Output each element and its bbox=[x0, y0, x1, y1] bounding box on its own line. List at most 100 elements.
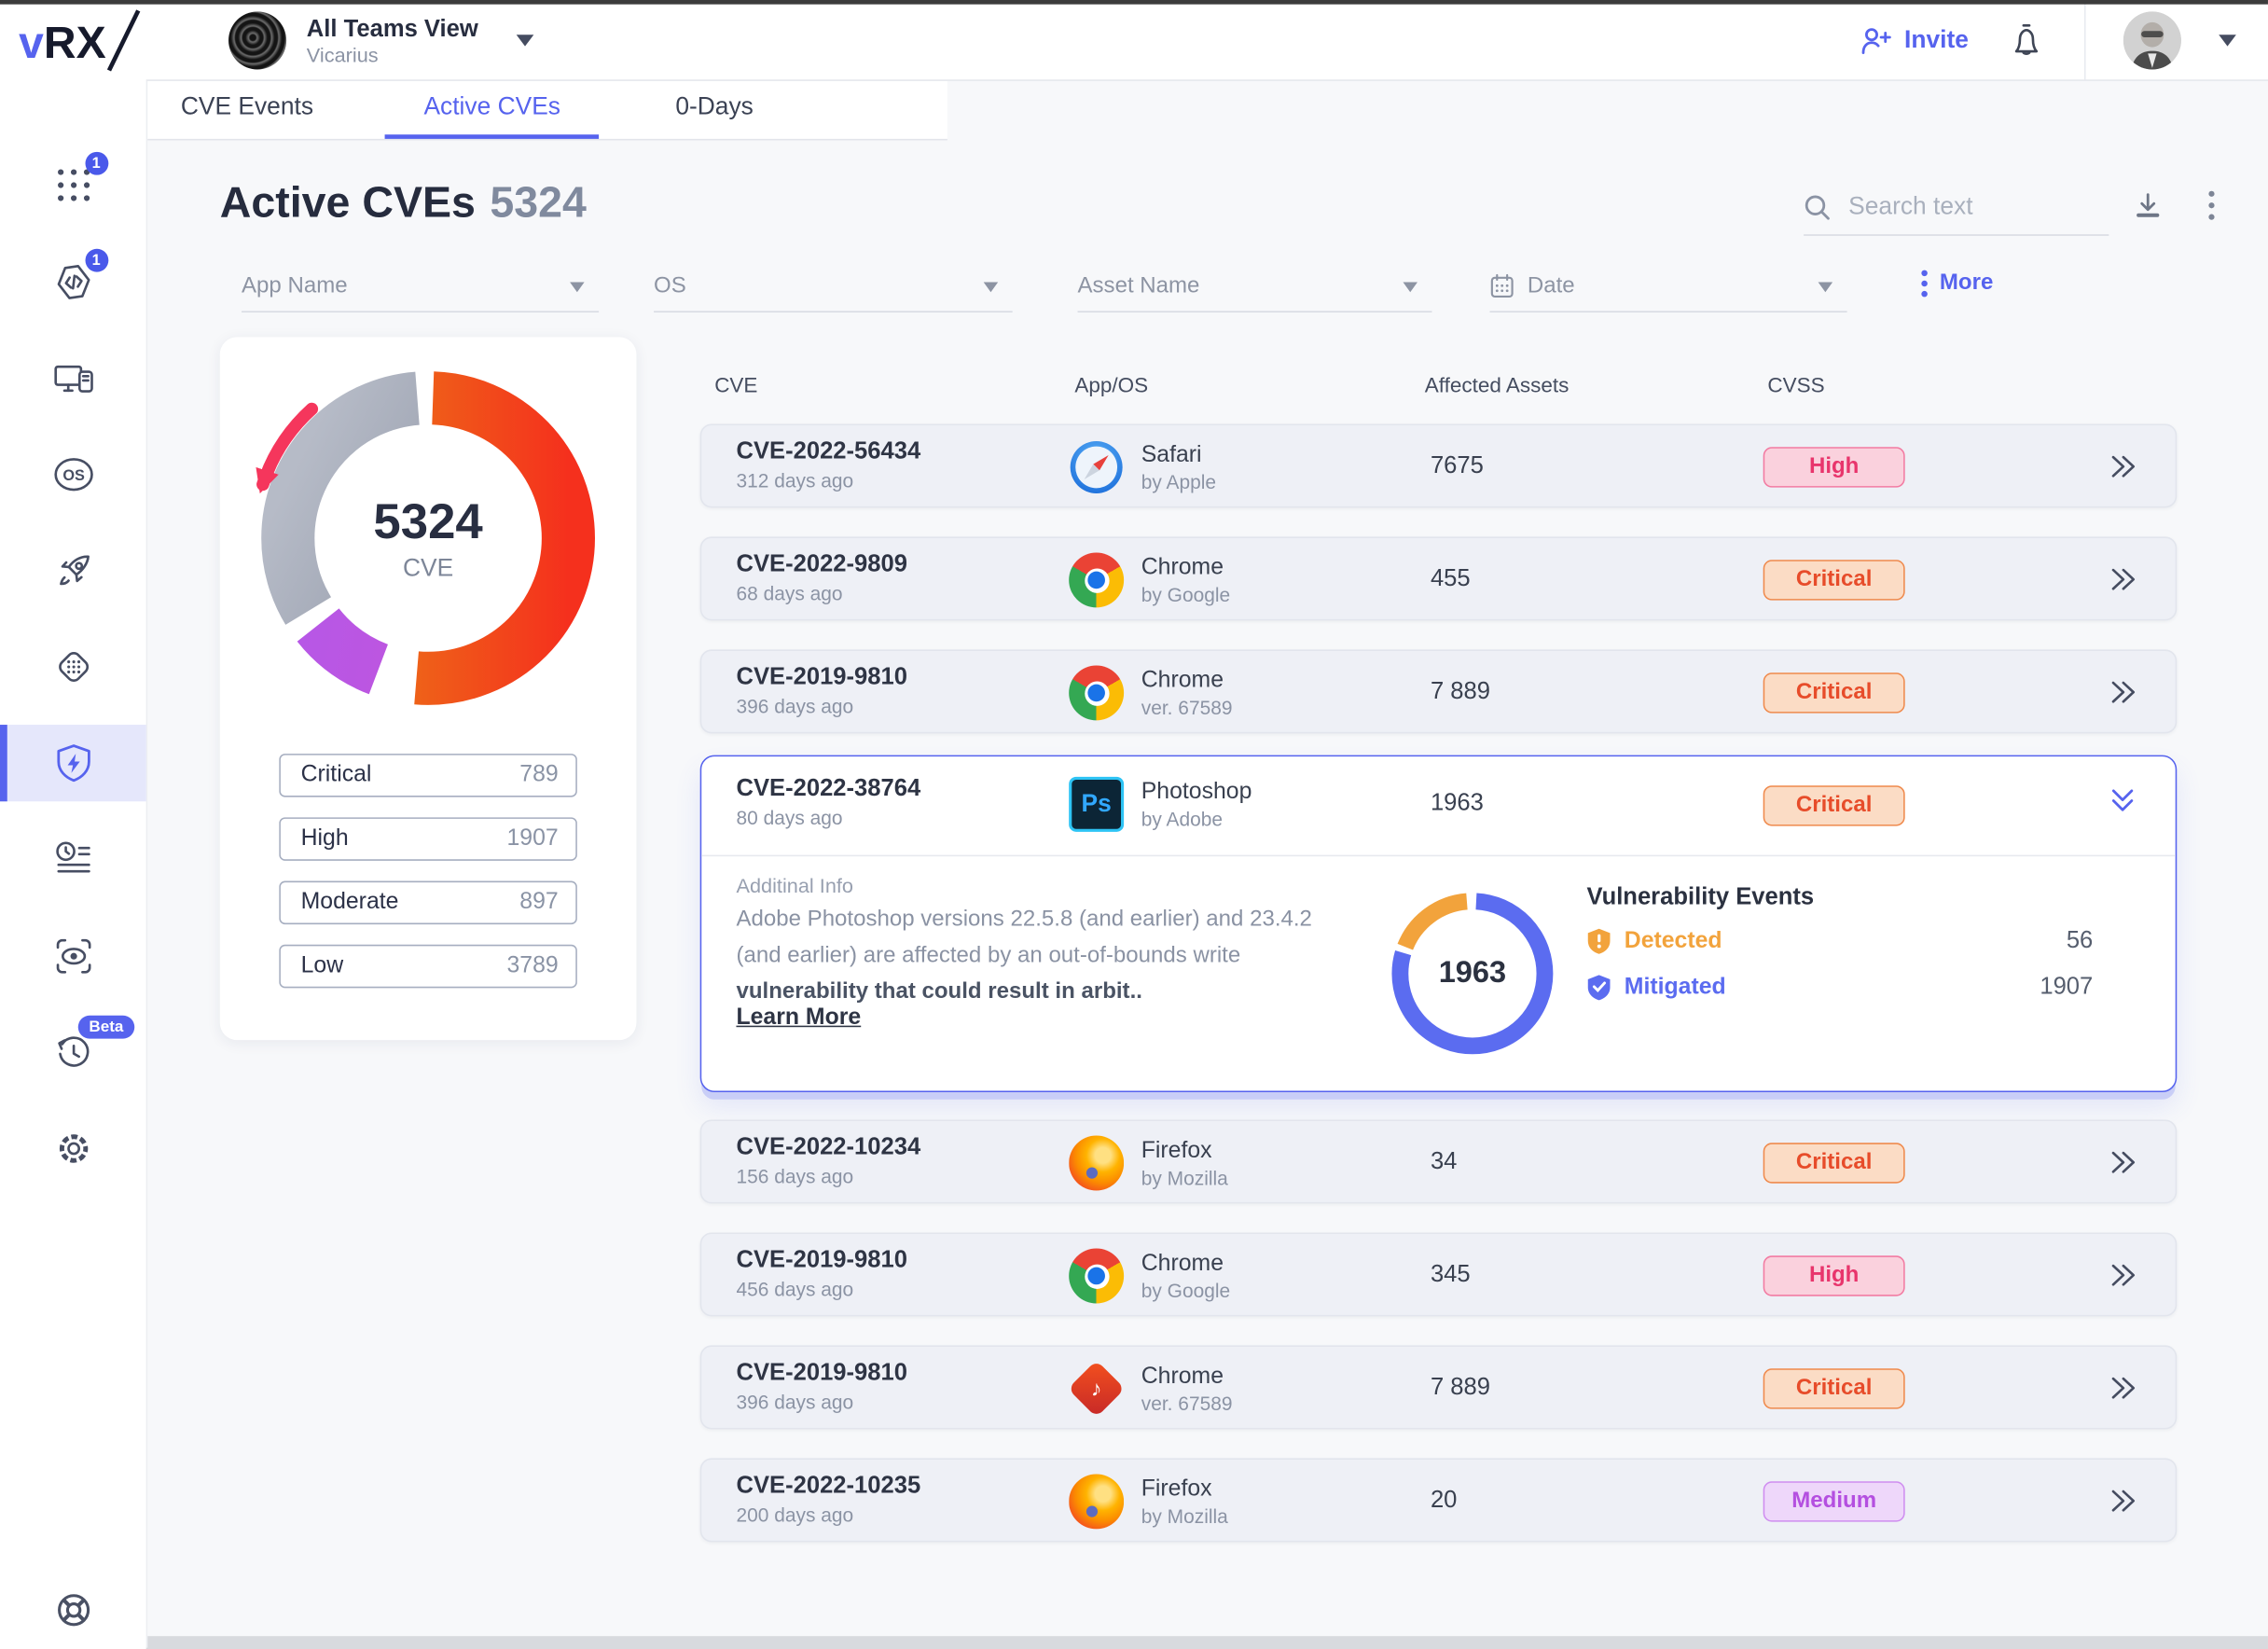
cvss-badge: High bbox=[1763, 1255, 1905, 1296]
cve-age: 396 days ago bbox=[736, 1392, 854, 1414]
beta-badge: Beta bbox=[76, 1015, 135, 1039]
cve-id: CVE-2022-38764 bbox=[736, 775, 921, 802]
severity-filter-box[interactable]: Critical 789 bbox=[279, 754, 577, 797]
vulnerability-events-title: Vulnerability Events bbox=[1586, 883, 1815, 910]
cve-rows: CVE-2022-56434 312 days ago Safari by Ap… bbox=[699, 423, 2178, 1571]
download-button[interactable] bbox=[2134, 191, 2163, 220]
events-donut-chart bbox=[1384, 885, 1560, 1061]
app-cell: Safari by Apple bbox=[1069, 440, 1216, 495]
sidebar-item-vulnerabilities-active[interactable] bbox=[51, 742, 95, 786]
double-chevron-right-icon bbox=[2111, 1151, 2136, 1173]
filter-asset-name[interactable]: Asset Name bbox=[1077, 262, 1432, 313]
chrome-icon bbox=[1069, 552, 1125, 608]
chevron-down-icon bbox=[983, 281, 999, 292]
org-switcher[interactable]: All Teams View Vicarius bbox=[228, 11, 533, 70]
cve-row[interactable]: CVE-2019-9810 396 days ago Chrome ver. 6… bbox=[699, 649, 2178, 734]
logo-v: v bbox=[19, 17, 44, 68]
filter-date[interactable]: Date bbox=[1489, 262, 1847, 313]
user-portrait bbox=[2123, 11, 2181, 70]
logo-x: X bbox=[76, 17, 106, 68]
app-vendor: by Mozilla bbox=[1141, 1504, 1228, 1528]
expand-row-button[interactable] bbox=[2108, 1374, 2139, 1401]
severity-value: 1907 bbox=[506, 825, 559, 851]
sidebar-item-patch[interactable] bbox=[51, 645, 95, 689]
cve-id: CVE-2019-9810 bbox=[736, 1359, 907, 1386]
severity-filter-box[interactable]: High 1907 bbox=[279, 817, 577, 861]
cvss-badge: High bbox=[1763, 447, 1905, 488]
chevron-down-icon[interactable] bbox=[516, 35, 533, 47]
notifications-bell-icon[interactable] bbox=[2006, 21, 2046, 60]
code-badge: 1 bbox=[84, 248, 108, 272]
sidebar-item-apps[interactable]: 1 bbox=[51, 151, 108, 207]
affected-assets: 20 bbox=[1430, 1487, 1458, 1514]
cve-row[interactable]: CVE-2022-10235 200 days ago Firefox by M… bbox=[699, 1458, 2178, 1543]
table-menu-button[interactable] bbox=[2206, 189, 2217, 221]
filter-os[interactable]: OS bbox=[654, 262, 1013, 313]
cve-age: 456 days ago bbox=[736, 1279, 854, 1301]
donut-total: 5324 bbox=[373, 493, 483, 549]
org-subtitle: Vicarius bbox=[306, 43, 379, 67]
page-title: Active CVEs 5324 bbox=[219, 179, 587, 228]
cve-id: CVE-2022-56434 bbox=[736, 437, 921, 464]
cve-row[interactable]: CVE-2022-56434 312 days ago Safari by Ap… bbox=[699, 423, 2178, 508]
vrx-logo[interactable]: vRX bbox=[19, 9, 141, 76]
sidebar-item-settings[interactable] bbox=[51, 1127, 95, 1171]
expand-row-button[interactable] bbox=[2108, 452, 2139, 479]
severity-filter-box[interactable]: Moderate 897 bbox=[279, 880, 577, 925]
app-name: Firefox bbox=[1141, 1137, 1212, 1163]
search-input[interactable] bbox=[1846, 190, 2083, 223]
severity-label: High bbox=[300, 825, 349, 851]
tab-cve-events[interactable]: CVE Events bbox=[180, 92, 314, 120]
devices-icon bbox=[53, 365, 93, 393]
cve-cell: CVE-2022-9809 68 days ago bbox=[736, 551, 907, 604]
learn-more-link[interactable]: Learn More bbox=[736, 1005, 862, 1031]
cve-id: CVE-2022-9809 bbox=[736, 550, 907, 577]
cve-row[interactable]: CVE-2019-9810 396 days ago ♪ Chrome ver.… bbox=[699, 1345, 2178, 1430]
expand-row-button[interactable] bbox=[2108, 678, 2139, 705]
cve-cell: CVE-2019-9810 396 days ago bbox=[736, 1360, 907, 1413]
cvss-badge: Critical bbox=[1763, 560, 1905, 601]
sidebar-item-history[interactable]: Beta bbox=[51, 1015, 135, 1075]
cve-row-expanded[interactable]: CVE-2022-38764 80 days ago Ps Photoshop … bbox=[699, 755, 2178, 1093]
more-filters-button[interactable]: More bbox=[1919, 269, 1993, 298]
app-name: Chrome bbox=[1141, 554, 1224, 580]
tab-active-cves[interactable]: Active CVEs bbox=[423, 92, 560, 120]
mitigated-value: 1907 bbox=[2040, 973, 2094, 1000]
cve-age: 80 days ago bbox=[736, 807, 843, 829]
severity-filter-box[interactable]: Low 3789 bbox=[279, 944, 577, 989]
invite-label: Invite bbox=[1904, 25, 1969, 54]
cve-row[interactable]: CVE-2022-9809 68 days ago Chrome by Goog… bbox=[699, 536, 2178, 621]
user-avatar[interactable] bbox=[2123, 11, 2181, 70]
tab-0-days[interactable]: 0-Days bbox=[675, 92, 754, 120]
cve-age: 156 days ago bbox=[736, 1166, 854, 1188]
expanded-row-header[interactable]: CVE-2022-38764 80 days ago Ps Photoshop … bbox=[701, 756, 2176, 857]
sidebar-item-code[interactable]: 1 bbox=[51, 248, 108, 304]
expand-row-button[interactable] bbox=[2108, 1487, 2139, 1514]
cve-row[interactable]: CVE-2019-9810 456 days ago Chrome by Goo… bbox=[699, 1232, 2178, 1317]
horizontal-scrollbar[interactable] bbox=[145, 1636, 2268, 1649]
sidebar-item-detection[interactable] bbox=[51, 935, 95, 978]
sidebar-item-help[interactable] bbox=[51, 1588, 95, 1632]
sidebar-item-deploy[interactable] bbox=[51, 549, 95, 593]
expand-row-button[interactable] bbox=[2108, 1148, 2139, 1175]
sidebar-item-assets[interactable] bbox=[51, 357, 95, 401]
cve-row[interactable]: CVE-2022-10234 156 days ago Firefox by M… bbox=[699, 1119, 2178, 1204]
filter-app-name[interactable]: App Name bbox=[242, 262, 600, 313]
collapse-row-button[interactable] bbox=[2108, 785, 2138, 816]
app-diamond-icon: ♪ bbox=[1067, 1360, 1126, 1418]
sidebar-item-os[interactable]: OS bbox=[51, 452, 95, 496]
invite-button[interactable]: Invite bbox=[1860, 24, 1969, 56]
severity-label: Critical bbox=[300, 762, 372, 787]
additional-info-text: Adobe Photoshop versions 22.5.8 (and ear… bbox=[736, 907, 1312, 1005]
sidebar-item-activity[interactable] bbox=[51, 839, 95, 883]
search-box bbox=[1804, 190, 2109, 236]
download-icon bbox=[2137, 193, 2160, 217]
double-chevron-right-icon bbox=[2111, 681, 2136, 703]
donut-label: CVE bbox=[402, 553, 454, 581]
user-menu-chevron-icon[interactable] bbox=[2219, 35, 2236, 47]
expand-row-button[interactable] bbox=[2108, 1261, 2139, 1288]
additional-info-label: Additinal Info bbox=[736, 873, 854, 897]
logo-slash bbox=[106, 9, 141, 72]
app-cell: Ps Photoshop by Adobe bbox=[1069, 776, 1252, 832]
expand-row-button[interactable] bbox=[2108, 565, 2139, 592]
